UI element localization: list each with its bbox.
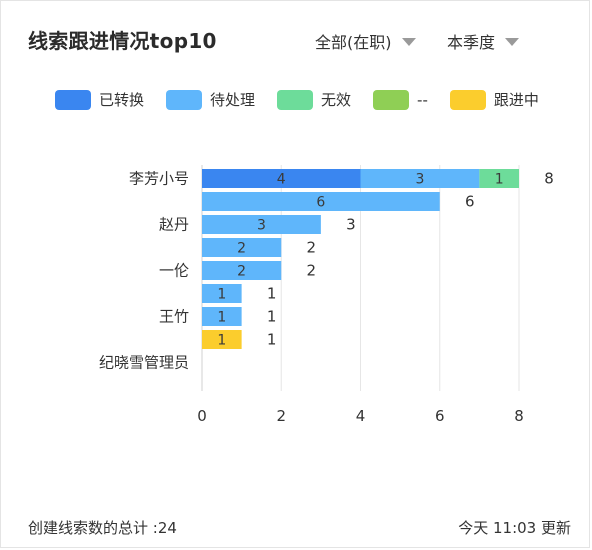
bar-total-label: 1 xyxy=(267,308,277,326)
bar-value-label: 1 xyxy=(217,310,226,326)
bar-segment xyxy=(202,215,321,234)
x-tick-label: 4 xyxy=(356,407,366,425)
scope-dropdown-label: 全部(在职) xyxy=(315,33,392,52)
bar-value-label: 2 xyxy=(237,241,246,257)
bar-segment xyxy=(202,238,282,257)
legend-label: 无效 xyxy=(321,91,352,109)
bar-segment xyxy=(202,169,361,188)
legend-item[interactable]: 无效 xyxy=(277,89,351,110)
legend-item[interactable]: 已转换 xyxy=(55,89,144,110)
bar-total-label: 1 xyxy=(267,285,277,303)
legend-item[interactable]: 跟进中 xyxy=(449,89,539,110)
bar-segment xyxy=(479,169,519,188)
bar-value-label: 1 xyxy=(217,333,226,349)
legend-item[interactable]: 待处理 xyxy=(166,89,255,110)
bar-value-label: 6 xyxy=(316,195,325,211)
bar-value-label: 4 xyxy=(277,172,286,188)
category-label: 一伦 xyxy=(159,262,189,280)
category-label: 李芳小号 xyxy=(129,170,189,188)
bar-total-label: 1 xyxy=(267,331,277,349)
legend-label: -- xyxy=(417,90,428,109)
category-label: 纪晓雪管理员 xyxy=(99,354,189,372)
legend-swatch xyxy=(166,89,203,110)
bar-total-label: 3 xyxy=(346,216,356,234)
bar-total-label: 8 xyxy=(544,170,554,188)
scope-dropdown[interactable]: 全部(在职) xyxy=(315,29,416,53)
x-tick-label: 0 xyxy=(197,407,207,425)
card-title: 线索跟进情况top10 xyxy=(28,29,217,53)
x-tick-label: 2 xyxy=(276,407,286,425)
bar-segment xyxy=(202,284,242,303)
bar-total-label: 6 xyxy=(465,193,475,211)
x-tick-label: 6 xyxy=(435,407,445,425)
legend-swatch xyxy=(277,89,314,110)
bar-segment xyxy=(202,307,242,326)
total-leads-label: 创建线索数的总计 :24 xyxy=(28,519,177,537)
bar-segment xyxy=(202,261,282,280)
legend-swatch xyxy=(449,89,486,110)
period-dropdown[interactable]: 本季度 xyxy=(447,29,520,53)
period-dropdown-label: 本季度 xyxy=(447,33,496,52)
bar-value-label: 1 xyxy=(217,287,226,303)
bar-segment xyxy=(202,330,242,349)
legend-swatch xyxy=(55,89,91,110)
bar-segment xyxy=(360,169,480,188)
last-updated-label: 今天 11:03 更新 xyxy=(458,519,571,537)
category-label: 王竹 xyxy=(159,308,189,326)
legend-label: 跟进中 xyxy=(493,91,539,109)
bar-total-label: 2 xyxy=(306,262,316,280)
bar-total-label: 2 xyxy=(306,239,316,257)
bar-segment xyxy=(202,192,440,211)
bar-value-label: 2 xyxy=(237,264,246,280)
chevron-down-icon xyxy=(505,38,520,46)
legend-swatch xyxy=(373,89,410,110)
bar-value-label: 3 xyxy=(415,172,424,188)
legend-label: 已转换 xyxy=(99,91,145,109)
chevron-down-icon xyxy=(401,38,416,46)
bar-value-label: 1 xyxy=(495,172,504,188)
x-tick-label: 8 xyxy=(514,407,524,425)
legend-item[interactable]: -- xyxy=(373,89,428,110)
category-label: 赵丹 xyxy=(159,216,189,234)
legend-label: 待处理 xyxy=(210,91,256,109)
chart-legend: 已转换 待处理 无效 -- 跟进中 xyxy=(55,89,561,110)
bar-value-label: 3 xyxy=(257,218,266,234)
